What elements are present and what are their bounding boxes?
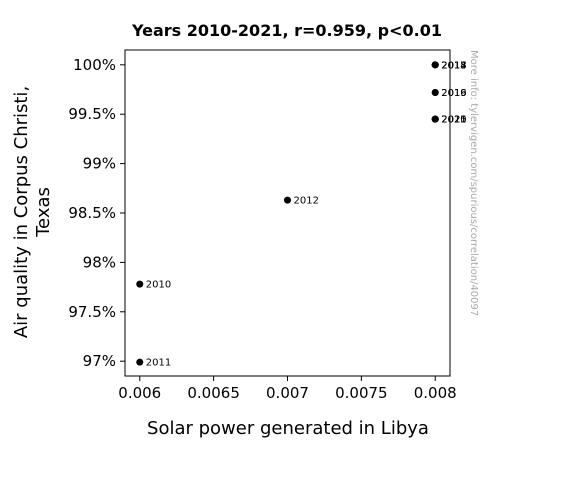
data-point-label: 2021 xyxy=(441,115,466,126)
y-tick-label: 98% xyxy=(83,253,116,271)
x-tick-label: 0.006 xyxy=(118,384,161,402)
y-tick-label: 100% xyxy=(73,56,116,74)
data-point-label: 2020 xyxy=(441,115,466,126)
data-points xyxy=(136,61,439,366)
point-labels: 2010201120122013201420152016201720182019… xyxy=(146,60,467,368)
data-point xyxy=(431,61,439,69)
data-point-label: 2014 xyxy=(441,60,466,71)
y-tick-label: 99% xyxy=(83,155,116,173)
data-point-label: 2011 xyxy=(146,358,171,369)
data-point xyxy=(431,88,439,96)
y-tick-label: 98.5% xyxy=(68,204,116,222)
plot-area-frame xyxy=(124,49,451,377)
x-axis-ticks: 0.006 0.0065 0.007 0.0075 0.008 xyxy=(118,376,457,402)
data-point xyxy=(284,196,291,204)
y-axis-label: Air quality in Corpus Christi, Texas xyxy=(11,86,54,338)
data-point xyxy=(136,358,144,366)
y-axis-ticks: 97% 97.5% 98% 98.5% 99% 99.5% 100% xyxy=(68,56,125,370)
x-axis-label: Solar power generated in Libya xyxy=(147,418,429,439)
y-axis-label-line-2: Texas xyxy=(33,187,54,238)
watermark-text: More info: tylervigen.com/spurious/corre… xyxy=(468,50,479,316)
data-point-label: 2013 xyxy=(441,60,466,71)
x-tick-label: 0.008 xyxy=(414,384,457,402)
chart-title: Years 2010-2021, r=0.959, p<0.01 xyxy=(131,21,442,40)
data-point xyxy=(431,115,439,123)
y-tick-label: 97.5% xyxy=(68,303,116,321)
data-point xyxy=(136,280,144,288)
data-point-label: 2018 xyxy=(441,60,466,71)
data-point-label: 2019 xyxy=(441,88,466,99)
data-point-label: 2012 xyxy=(294,196,319,207)
y-tick-label: 97% xyxy=(83,352,116,370)
x-tick-label: 0.007 xyxy=(266,384,309,402)
x-tick-label: 0.0065 xyxy=(187,384,240,402)
x-tick-label: 0.0075 xyxy=(335,384,388,402)
data-point-label: 2010 xyxy=(146,280,171,291)
data-point-label: 2017 xyxy=(441,60,466,71)
data-point-label: 2016 xyxy=(441,88,466,99)
y-tick-label: 99.5% xyxy=(68,105,116,123)
data-point-label: 2015 xyxy=(441,115,466,126)
y-axis-label-line-1: Air quality in Corpus Christi, xyxy=(11,86,32,338)
